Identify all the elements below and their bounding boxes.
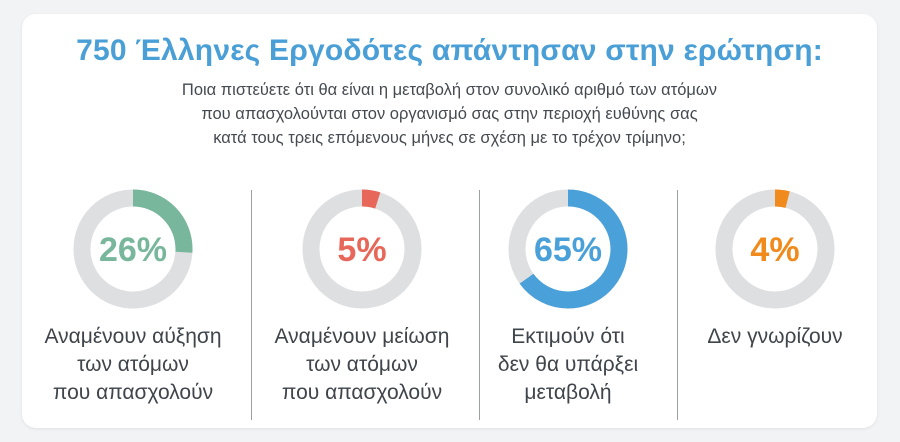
category-label-line: των ατόμων bbox=[306, 353, 418, 376]
infographic-card: 750 Έλληνες Εργοδότες απάντησαν στην ερώ… bbox=[22, 14, 877, 428]
donut-category-label: Εκτιμούν ότι δεν θα υπάρξει μεταβολή bbox=[468, 323, 668, 407]
donut-item: 4% Δεν γνωρίζουν bbox=[675, 189, 875, 429]
column-divider bbox=[677, 190, 678, 420]
column-divider bbox=[251, 190, 252, 420]
donut-slice bbox=[73, 189, 193, 309]
category-label-line: Αναμένουν αύξηση bbox=[44, 325, 222, 348]
category-label-line: μεταβολή bbox=[524, 381, 612, 404]
donut-category-label: Αναμένουν αύξηση των ατόμων που απασχολούν bbox=[33, 323, 233, 407]
donut-slice bbox=[508, 189, 628, 309]
category-label-line: Δεν γνωρίζουν bbox=[707, 325, 843, 348]
donut-item: 65% Εκτιμούν ότι δεν θα υπάρξει μεταβολή bbox=[468, 189, 668, 429]
question-line-1: Ποια πιστεύετε ότι θα είναι η μεταβολή σ… bbox=[181, 81, 718, 99]
category-label-line: δεν θα υπάρξει bbox=[497, 353, 639, 376]
question-line-2: που απασχολούνται στον οργανισμό σας στη… bbox=[201, 105, 698, 123]
donut-category-label: Αναμένουν μείωση των ατόμων που απασχολούν bbox=[262, 323, 462, 407]
donut-chart: 26% bbox=[73, 189, 193, 309]
donut-percent-label: 4% bbox=[750, 231, 799, 269]
donut-chart: 4% bbox=[715, 189, 835, 309]
category-label-line: που απασχολούν bbox=[52, 381, 214, 404]
category-label-line: Αναμένουν μείωση bbox=[274, 325, 450, 348]
donut-slice bbox=[302, 189, 422, 309]
category-label-line: των ατόμων bbox=[77, 353, 189, 376]
survey-question: Ποια πιστεύετε ότι θα είναι η μεταβολή σ… bbox=[82, 78, 817, 150]
chart-title: 750 Έλληνες Εργοδότες απάντησαν στην ερώ… bbox=[76, 34, 823, 67]
donut-item: 26% Αναμένουν αύξηση των ατόμων που απασχολ… bbox=[33, 189, 233, 429]
donut-chart: 5% bbox=[302, 189, 422, 309]
donut-percent-label: 65% bbox=[534, 231, 602, 269]
donut-chart: 65% bbox=[508, 189, 628, 309]
donut-item: 5% Αναμένουν μείωση των ατόμων που απασχολο… bbox=[262, 189, 462, 429]
question-line-3: κατά τους τρεις επόμενους μήνες σε σχέση… bbox=[213, 129, 686, 147]
category-label-line: που απασχολούν bbox=[281, 381, 443, 404]
donut-percent-label: 26% bbox=[99, 231, 167, 269]
donut-percent-label: 5% bbox=[337, 231, 386, 269]
category-label-line: Εκτιμούν ότι bbox=[511, 325, 625, 348]
donut-slice bbox=[715, 189, 835, 309]
column-divider bbox=[479, 190, 480, 420]
donut-category-label: Δεν γνωρίζουν bbox=[675, 323, 875, 351]
